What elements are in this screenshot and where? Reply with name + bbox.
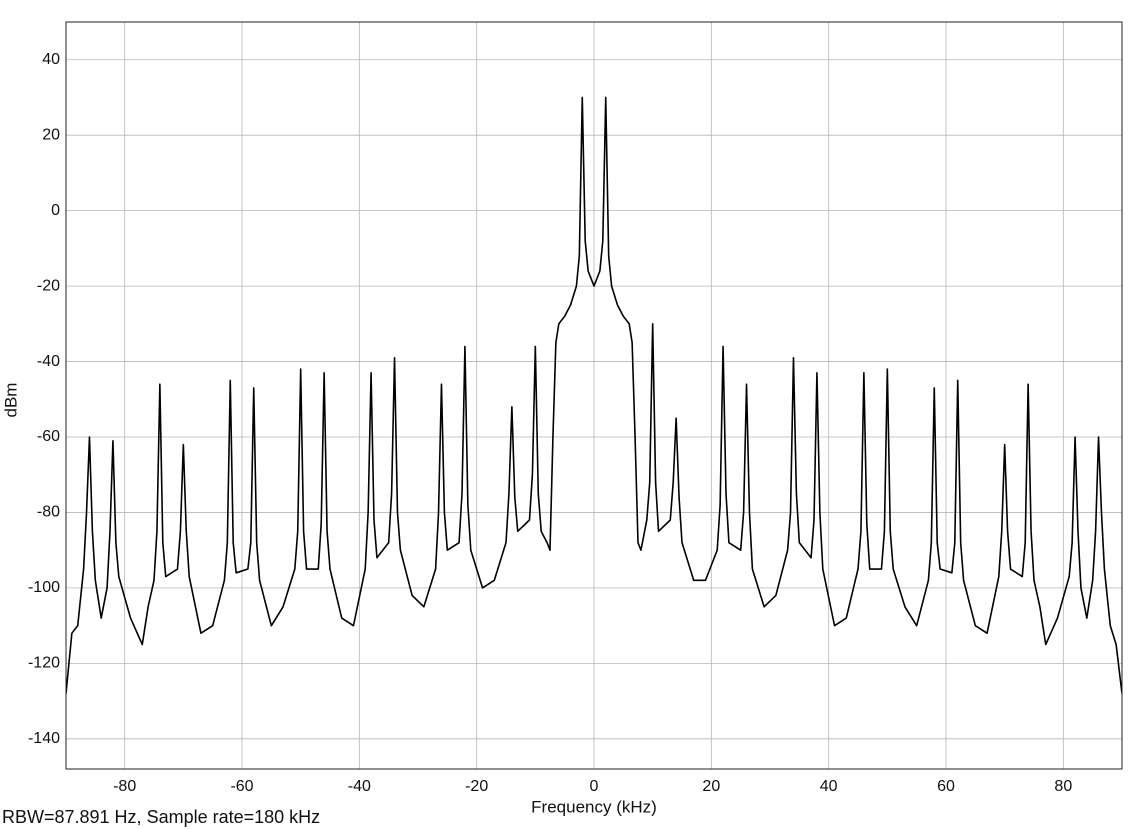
x-tick-label: 40 xyxy=(820,778,838,795)
x-tick-label: -80 xyxy=(113,778,136,795)
y-tick-label: -120 xyxy=(28,655,60,672)
y-tick-label: 0 xyxy=(51,202,60,219)
x-tick-label: 20 xyxy=(702,778,720,795)
spectrum-line xyxy=(66,96,1122,694)
y-tick-label: -20 xyxy=(37,277,60,294)
y-tick-label: -60 xyxy=(37,428,60,445)
x-axis-label: Frequency (kHz) xyxy=(531,797,657,816)
caption: RBW=87.891 Hz, Sample rate=180 kHz xyxy=(2,807,320,827)
axes-frame xyxy=(65,21,1123,770)
y-tick-label: -100 xyxy=(28,579,60,596)
grid: -140 -120 -100 -80 -60 -40 -20 0 20 40 -80 -60 -40 -2… xyxy=(28,22,1122,795)
y-tick-label: 40 xyxy=(42,51,60,68)
x-tick-label: 60 xyxy=(937,778,955,795)
y-tick-label: -140 xyxy=(28,730,60,747)
x-tick-label: -60 xyxy=(230,778,253,795)
plot-area xyxy=(66,96,1122,694)
x-tick-label: 80 xyxy=(1054,778,1072,795)
y-tick-label: -80 xyxy=(37,504,60,521)
y-tick-label: -40 xyxy=(37,353,60,370)
y-tick-label: 20 xyxy=(42,126,60,143)
x-tick-label: -20 xyxy=(465,778,488,795)
x-tick-label: -40 xyxy=(348,778,371,795)
x-tick-label: 0 xyxy=(590,778,599,795)
y-axis-label: dBm xyxy=(1,383,20,418)
